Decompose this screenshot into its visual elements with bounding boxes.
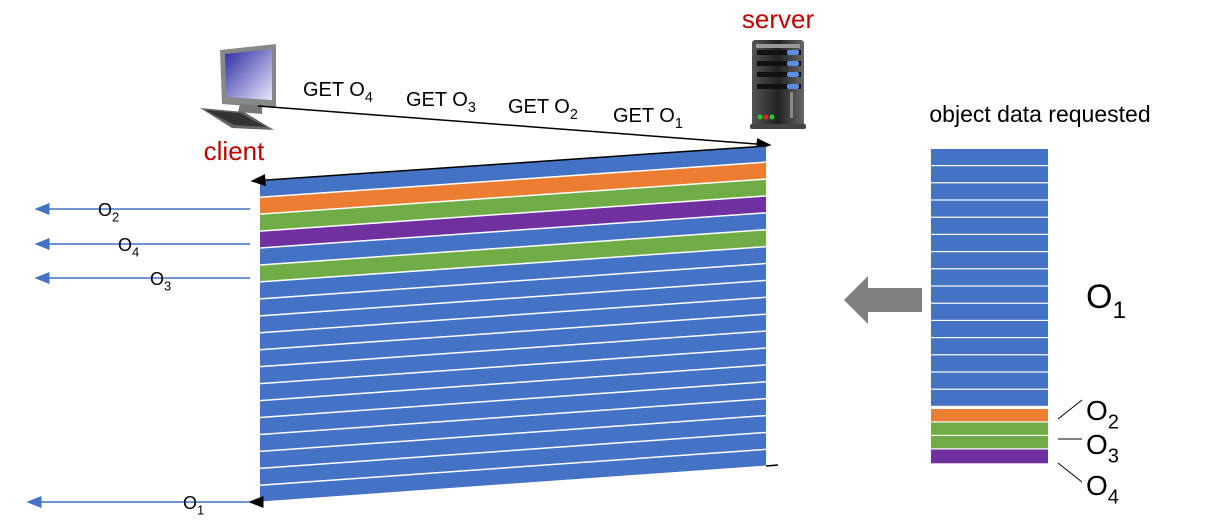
request-arrow: [257, 105, 772, 150]
stack-row-o3: [931, 422, 1048, 435]
stack-label-o1: O1: [1086, 278, 1126, 324]
stack-row-o1: [931, 303, 1048, 320]
o2-leader: [1057, 399, 1083, 420]
stripe-o1: [260, 146, 766, 197]
stripe-o1: [260, 331, 766, 383]
stripe-o3: [260, 230, 766, 282]
stack-row-o1: [931, 355, 1048, 372]
stack-label-o3: O3: [1086, 429, 1119, 467]
client-label: client: [204, 136, 265, 166]
transmitted-data-stripes: [260, 146, 766, 502]
stripe-o1: [260, 416, 766, 468]
stack-label-o4: O4: [1086, 470, 1119, 508]
stack-row-o1: [931, 269, 1048, 286]
stack-row-o2: [931, 409, 1048, 422]
stack-row-o4: [931, 449, 1048, 464]
request-label-4: GET O1: [613, 105, 683, 132]
stripe-o1: [260, 433, 766, 485]
arrival-label-o2: O2: [98, 200, 119, 224]
stack-row-o1: [931, 149, 1048, 165]
client-computer-icon: [200, 44, 276, 130]
stripe-o3: [260, 179, 766, 231]
stripe-o1: [260, 264, 766, 316]
stripe-o2: [260, 162, 766, 214]
stack-row-o1: [931, 200, 1048, 217]
stripe-o1: [260, 281, 766, 333]
o4-leader: [1057, 462, 1083, 483]
arrival-label-o3: O3: [150, 269, 171, 293]
stripe-o1: [260, 213, 766, 265]
stack-row-o1: [931, 321, 1048, 337]
stack-row-o3: [931, 436, 1048, 449]
stack-row-o1: [931, 389, 1048, 406]
stack-row-o1: [931, 286, 1048, 303]
request-label-2: GET O3: [406, 89, 476, 116]
request-label-3: GET O2: [508, 96, 578, 123]
arrival-label-o1: O1: [183, 493, 204, 517]
arrival-label-o4: O4: [118, 235, 139, 259]
stripe-o1: [260, 314, 766, 366]
request-label-1: GET O4: [303, 79, 373, 106]
stack-row-o1: [931, 217, 1048, 234]
stripe-o4: [260, 196, 766, 248]
stripe-o1: [260, 382, 766, 434]
server-label: server: [742, 4, 815, 34]
stripe-o1: [260, 365, 766, 417]
stack-row-o1: [931, 338, 1048, 355]
object-data-requested-label: object data requested: [929, 101, 1150, 127]
stack-row-o1: [931, 166, 1048, 183]
server-icon: [750, 40, 806, 129]
stripe-o1: [260, 298, 766, 349]
stack-row-o1: [931, 183, 1048, 200]
stack-label-o2: O2: [1086, 395, 1119, 433]
stack-row-o1: [931, 372, 1048, 389]
stripe-o1: [260, 450, 766, 502]
stack-row-o1: [931, 235, 1048, 251]
stripe-o1: [260, 348, 766, 400]
gray-left-arrow-icon: [844, 276, 922, 324]
stack-row-o1: [931, 252, 1048, 269]
response-end-tick: [765, 464, 779, 467]
response-start-arrow: [250, 145, 767, 187]
stripe-o1: [260, 247, 766, 299]
stripe-o1: [260, 399, 766, 451]
requested-object-stack: [931, 149, 1048, 464]
